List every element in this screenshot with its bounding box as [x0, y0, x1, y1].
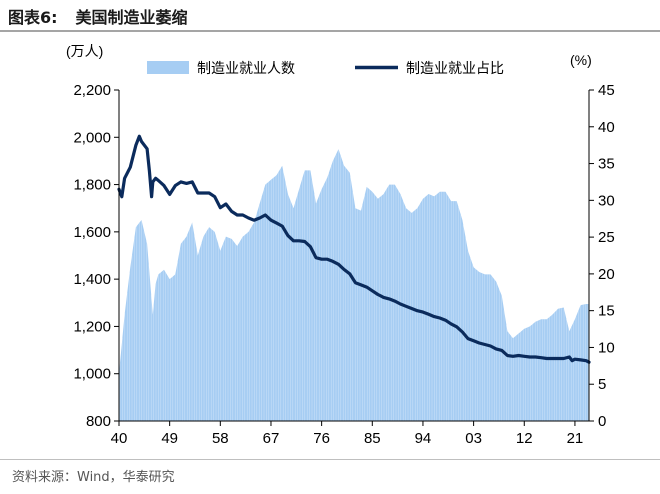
figure-number: 图表6: — [8, 8, 58, 27]
share-line — [117, 134, 591, 364]
x-tick-label: 58 — [212, 430, 229, 447]
left-tick-label: 1,600 — [73, 224, 111, 241]
legend-swatch-employment — [147, 61, 189, 74]
x-tick-label: 94 — [415, 430, 432, 447]
x-tick-label: 49 — [161, 430, 178, 447]
right-tick-label: 0 — [598, 413, 606, 430]
right-tick-label: 20 — [598, 266, 615, 283]
employment-area — [119, 149, 589, 421]
x-tick-label: 21 — [567, 430, 584, 447]
figure-title-text: 美国制造业萎缩 — [75, 8, 188, 27]
right-tick-label: 15 — [598, 303, 615, 320]
right-tick-label: 25 — [598, 229, 615, 246]
right-tick-label: 35 — [598, 156, 615, 173]
share-line-layer — [117, 134, 591, 364]
employment-area-layer — [119, 149, 589, 421]
left-tick-label: 800 — [86, 413, 111, 430]
x-tick-label: 40 — [111, 430, 128, 447]
left-tick-label: 2,200 — [73, 82, 111, 99]
legend-label-share: 制造业就业占比 — [406, 61, 504, 77]
left-tick-label: 2,000 — [73, 129, 111, 146]
x-tick-label: 03 — [465, 430, 482, 447]
x-tick-label: 85 — [364, 430, 381, 447]
legend-label-employment: 制造业就业人数 — [197, 61, 295, 77]
left-tick-label: 1,000 — [73, 366, 111, 383]
left-tick-label: 1,800 — [73, 177, 111, 194]
right-tick-label: 30 — [598, 192, 615, 209]
right-tick-label: 10 — [598, 339, 615, 356]
legend: 制造业就业人数 制造业就业占比 — [147, 61, 504, 77]
title-divider — [0, 30, 660, 32]
source-note: 资料来源：Wind，华泰研究 — [12, 470, 175, 485]
right-tick-label: 40 — [598, 119, 615, 136]
axes-layer: 800 1,000 1,200 1,400 1,600 1,800 2,000 2,200 0 5… — [66, 43, 615, 447]
right-tick-label: 5 — [598, 376, 606, 393]
x-tick-label: 12 — [516, 430, 533, 447]
left-tick-label: 1,400 — [73, 271, 111, 288]
figure-title: 图表6: 美国制造业萎缩 — [8, 2, 188, 30]
left-tick-label: 1,200 — [73, 318, 111, 335]
x-tick-label: 67 — [263, 430, 280, 447]
x-tick-label: 76 — [313, 430, 330, 447]
footer-divider — [0, 459, 660, 460]
right-tick-label: 45 — [598, 82, 615, 99]
left-axis-unit: (万人) — [66, 43, 103, 59]
right-axis-unit: (%) — [570, 52, 592, 68]
